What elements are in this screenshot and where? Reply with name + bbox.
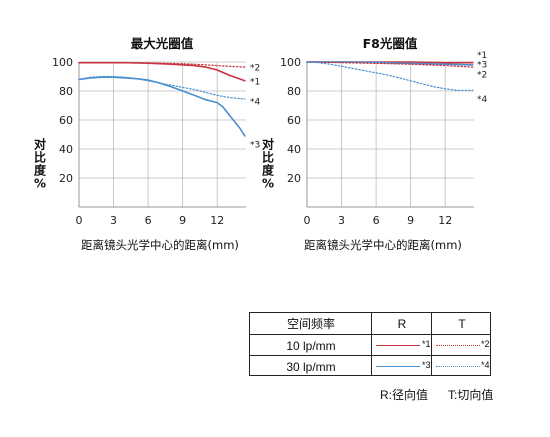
x-tick-label: 0 [76,214,83,227]
legend-header-t: T [458,316,466,331]
legend-sample-t-10 [436,345,480,346]
legend-sample-r-30 [376,366,420,367]
series-line-star4 [78,75,246,100]
y-tick-label: 20 [287,172,301,185]
y-tick-label: 100 [280,56,301,69]
series-line-star2 [306,61,474,68]
legend-frequency-30: 30 lp/mm [286,359,336,374]
y-tick-label: 60 [287,114,301,127]
x-tick-label: 9 [407,214,414,227]
legend-header-frequency: 空间频率 [286,317,335,331]
legend-header-row: 空间频率 R T [250,313,490,334]
y-tick-label: 40 [287,143,301,156]
legend-sample-r-10 [376,345,420,346]
legend-tag-r-10: *1 [422,339,431,349]
legend-column-divider [431,313,432,375]
y-tick-label: 80 [287,85,301,98]
series-end-label: *1 [250,77,260,87]
legend-divider [250,334,490,335]
legend-column-divider [371,313,372,375]
legend-tag-r-30: *3 [422,360,431,370]
x-tick-label: 3 [110,214,117,227]
y-axis-label: 对比度% [262,137,275,191]
y-tick-label: 40 [59,143,73,156]
x-tick-label: 6 [145,214,152,227]
series-line-star3 [78,76,246,137]
y-tick-label: 100 [52,56,73,69]
series-end-label: *2 [250,64,260,74]
series-end-label: *1 [477,51,487,61]
series-end-label: *3 [477,60,487,70]
footnote-r: R:径向值 [380,388,429,402]
series-line-star2 [78,62,246,68]
series-end-label: *2 [477,71,487,81]
x-tick-label: 3 [338,214,345,227]
y-tick-label: 60 [59,114,73,127]
footnote-t: T:切向值 [448,388,494,402]
x-axis-label: 距离镜头光学中心的距离(mm) [81,238,239,252]
x-axis-label: 距离镜头光学中心的距离(mm) [304,238,462,252]
legend-header-r: R [397,316,407,331]
legend-sample-t-30 [436,366,480,367]
legend-tag-t-30: *4 [481,360,490,370]
x-tick-label: 6 [373,214,380,227]
chart-title: 最大光圈值 [131,36,194,51]
x-tick-label: 9 [179,214,186,227]
legend-table: 空间频率 R T 10 lp/mm *1 *2 30 lp/mm *3 *4 [249,312,491,376]
y-tick-label: 20 [59,172,73,185]
y-axis-label: 对比度% [34,137,47,191]
legend-tag-t-10: *2 [481,339,490,349]
series-end-label: *3 [250,140,260,150]
legend-row-30lp: 30 lp/mm *3 *4 [250,356,490,377]
series-line-star4 [306,61,474,91]
x-tick-label: 12 [438,214,452,227]
series-end-label: *4 [477,95,488,105]
y-tick-label: 80 [59,85,73,98]
legend-frequency-10: 10 lp/mm [286,338,336,353]
legend-row-10lp: 10 lp/mm *1 *2 [250,335,490,356]
x-tick-label: 12 [210,214,224,227]
x-tick-label: 0 [304,214,311,227]
chart-title: F8光圈值 [363,36,418,51]
legend-divider [250,355,490,356]
series-end-label: *4 [250,97,261,107]
